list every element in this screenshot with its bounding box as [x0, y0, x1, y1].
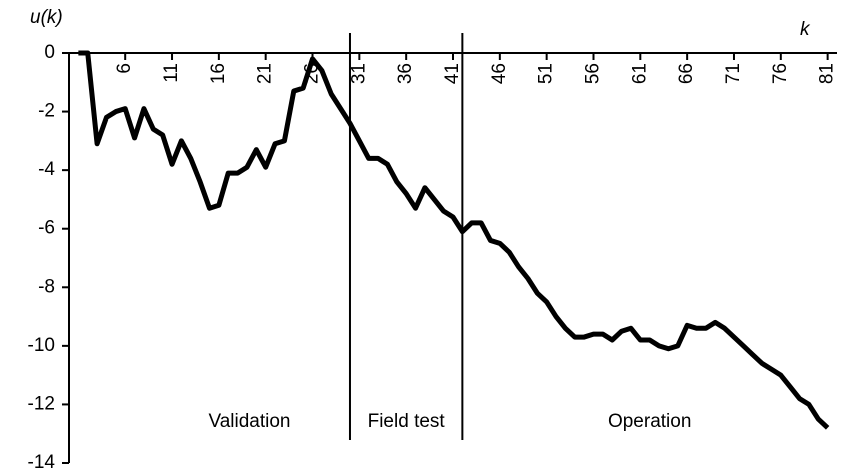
y-tick-label: -8	[38, 276, 55, 297]
y-tick-label: -6	[38, 218, 55, 239]
x-tick-label: 61	[629, 63, 650, 84]
y-tick-label: 0	[44, 42, 55, 63]
y-tick-label: -14	[28, 452, 56, 473]
x-tick-label: 46	[489, 63, 510, 84]
annotation: Field test	[368, 411, 446, 432]
annotation: Operation	[608, 411, 691, 432]
y-tick-label: -4	[38, 159, 55, 180]
y-tick-label: -2	[38, 101, 55, 122]
x-tick-label: 51	[536, 63, 557, 84]
x-tick-label: 16	[208, 63, 229, 84]
x-tick-label: 36	[395, 63, 416, 84]
y-axis-label: u(k)	[30, 7, 63, 28]
x-tick-label: 56	[583, 63, 604, 84]
y-tick-label: -12	[28, 393, 55, 414]
data-line	[78, 50, 830, 430]
annotation: Validation	[208, 411, 290, 432]
x-tick-label: 21	[255, 63, 276, 84]
x-tick-label: 41	[442, 63, 463, 84]
x-tick-label: 66	[676, 63, 697, 84]
x-tick-label: 71	[723, 63, 744, 84]
x-tick-label: 11	[161, 63, 182, 83]
y-tick-label: -10	[28, 335, 55, 356]
x-tick-label: 76	[770, 63, 791, 84]
x-tick-label: 81	[817, 63, 838, 84]
x-tick-label: 31	[348, 63, 369, 84]
x-axis-label: k	[800, 19, 811, 40]
x-tick-label: 6	[114, 63, 135, 74]
